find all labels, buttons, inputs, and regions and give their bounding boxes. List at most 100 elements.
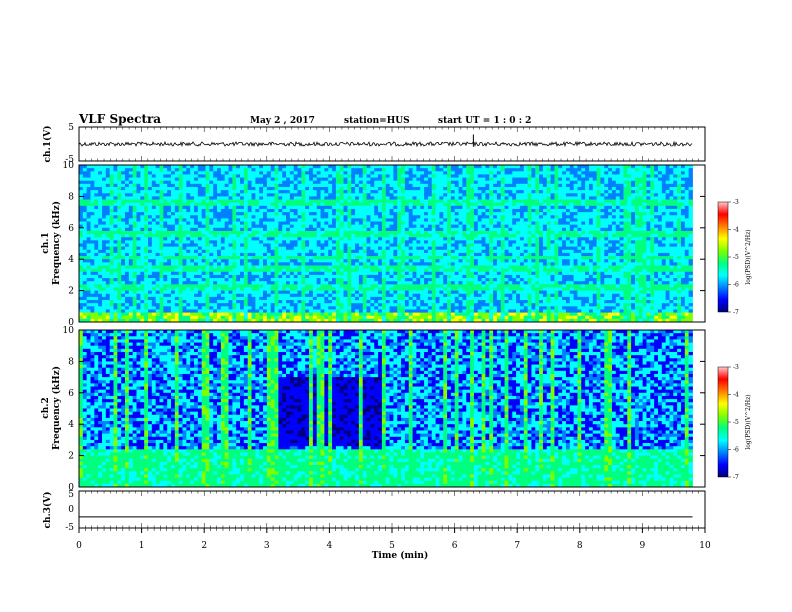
spectrogram-cell: [351, 274, 356, 279]
spectrogram-cell: [159, 318, 164, 323]
spectrogram-cell: [278, 271, 283, 276]
spectrogram-cell: [416, 306, 421, 310]
spectrogram-cell: [366, 240, 371, 244]
spectrogram-cell: [167, 208, 172, 213]
spectrogram-cell: [94, 171, 99, 175]
spectrogram-cell: [236, 174, 241, 178]
spectrogram-cell: [102, 218, 107, 222]
spectrogram-cell: [82, 300, 88, 304]
spectrogram-cell: [424, 262, 429, 266]
spectrogram-cell: [159, 259, 164, 263]
spectrogram-cell: [232, 227, 237, 232]
spectrogram-cell: [117, 290, 122, 295]
spectrogram-cell: [186, 284, 191, 288]
spectrogram-cell: [151, 262, 157, 266]
spectrogram-cell: [270, 180, 275, 185]
spectrogram-cell: [404, 265, 410, 270]
spectrogram-cell: [401, 278, 406, 282]
spectrogram-cell: [159, 202, 164, 207]
spectrogram-cell: [186, 262, 191, 266]
spectrogram-cell: [178, 306, 183, 310]
spectrogram-cell: [435, 309, 440, 313]
spectrogram-cell: [431, 193, 436, 197]
spectrogram-cell: [182, 215, 187, 219]
spectrogram-cell: [328, 246, 333, 251]
spectrogram-cell: [217, 293, 222, 298]
spectrogram-cell: [251, 256, 256, 260]
spectrogram-cell: [282, 177, 287, 182]
spectrogram-cell: [408, 315, 413, 320]
spectrogram-cell: [427, 309, 433, 313]
spectrogram-cell: [98, 287, 103, 291]
spectrogram-cell: [90, 312, 95, 317]
spectrogram-cell: [213, 287, 218, 291]
spectrogram-cell: [132, 177, 137, 182]
spectrogram-cell: [247, 296, 252, 301]
spectrogram-cell: [270, 165, 275, 169]
spectrogram-cell: [370, 193, 375, 197]
spectrogram-cell: [266, 300, 272, 304]
spectrogram-cell: [431, 186, 436, 191]
spectrogram-cell: [435, 259, 440, 263]
spectrogram-cell: [332, 293, 337, 298]
spectrogram-cell: [243, 252, 249, 257]
spectrogram-cell: [79, 230, 84, 235]
spectrogram-cell: [121, 274, 126, 279]
spectrogram-cell: [324, 190, 329, 194]
spectrogram-cell: [347, 177, 352, 182]
spectrogram-cell: [339, 186, 344, 191]
spectrogram-cell: [236, 303, 241, 307]
spectrogram-cell: [309, 227, 314, 232]
spectrogram-cell: [128, 196, 134, 200]
spectrogram-cell: [381, 183, 387, 188]
spectrogram-cell: [374, 230, 379, 235]
spectrogram-cell: [247, 274, 252, 279]
spectrogram-cell: [305, 171, 310, 175]
spectrogram-cell: [109, 312, 114, 317]
spectrogram-cell: [335, 237, 341, 241]
spectrogram-cell: [408, 252, 413, 257]
spectrogram-cell: [397, 237, 402, 241]
spectrogram-cell: [155, 290, 160, 295]
spectrogram-cell: [159, 243, 164, 248]
spectrogram-cell: [255, 296, 260, 301]
spectrogram-cell: [213, 296, 218, 301]
spectrogram-cell: [201, 212, 206, 216]
spectrogram-cell: [113, 274, 118, 279]
spectrogram-cell: [144, 309, 149, 313]
spectrogram-cell: [86, 221, 91, 226]
spectrogram-cell: [351, 252, 356, 257]
spectrogram-cell: [182, 259, 187, 263]
spectrogram-cell: [228, 243, 233, 248]
spectrogram-cell: [286, 256, 291, 260]
spectrogram-cell: [247, 246, 252, 251]
spectrogram-cell: [355, 252, 360, 257]
spectrogram-cell: [343, 221, 348, 226]
spectrogram-cell: [220, 221, 226, 226]
spectrogram-cell: [297, 183, 302, 188]
spectrogram-cell: [155, 274, 160, 279]
spectrogram-cell: [370, 278, 375, 282]
spectrogram-cell: [144, 315, 149, 320]
spectrogram-cell: [270, 259, 275, 263]
spectrogram-cell: [224, 183, 229, 188]
spectrogram-cell: [266, 271, 272, 276]
spectrogram-cell: [289, 205, 295, 210]
spectrogram-cell: [224, 268, 229, 273]
spectrogram-cell: [293, 205, 298, 210]
spectrogram-cell: [362, 259, 367, 263]
spectrogram-cell: [128, 274, 134, 279]
spectrogram-cell: [125, 234, 130, 238]
spectrogram-cell: [301, 309, 306, 313]
spectrogram-cell: [155, 293, 160, 298]
spectrogram-cell: [186, 271, 191, 276]
spectrogram-cell: [128, 293, 134, 298]
spectrogram-cell: [220, 183, 226, 188]
spectrogram-cell: [243, 218, 249, 222]
spectrogram-cell: [209, 265, 214, 270]
spectrogram-cell: [355, 193, 360, 197]
spectrogram-cell: [309, 215, 314, 219]
spectrogram-cell: [397, 227, 402, 232]
spectrogram-cell: [320, 262, 325, 266]
spectrogram-cell: [374, 168, 379, 172]
